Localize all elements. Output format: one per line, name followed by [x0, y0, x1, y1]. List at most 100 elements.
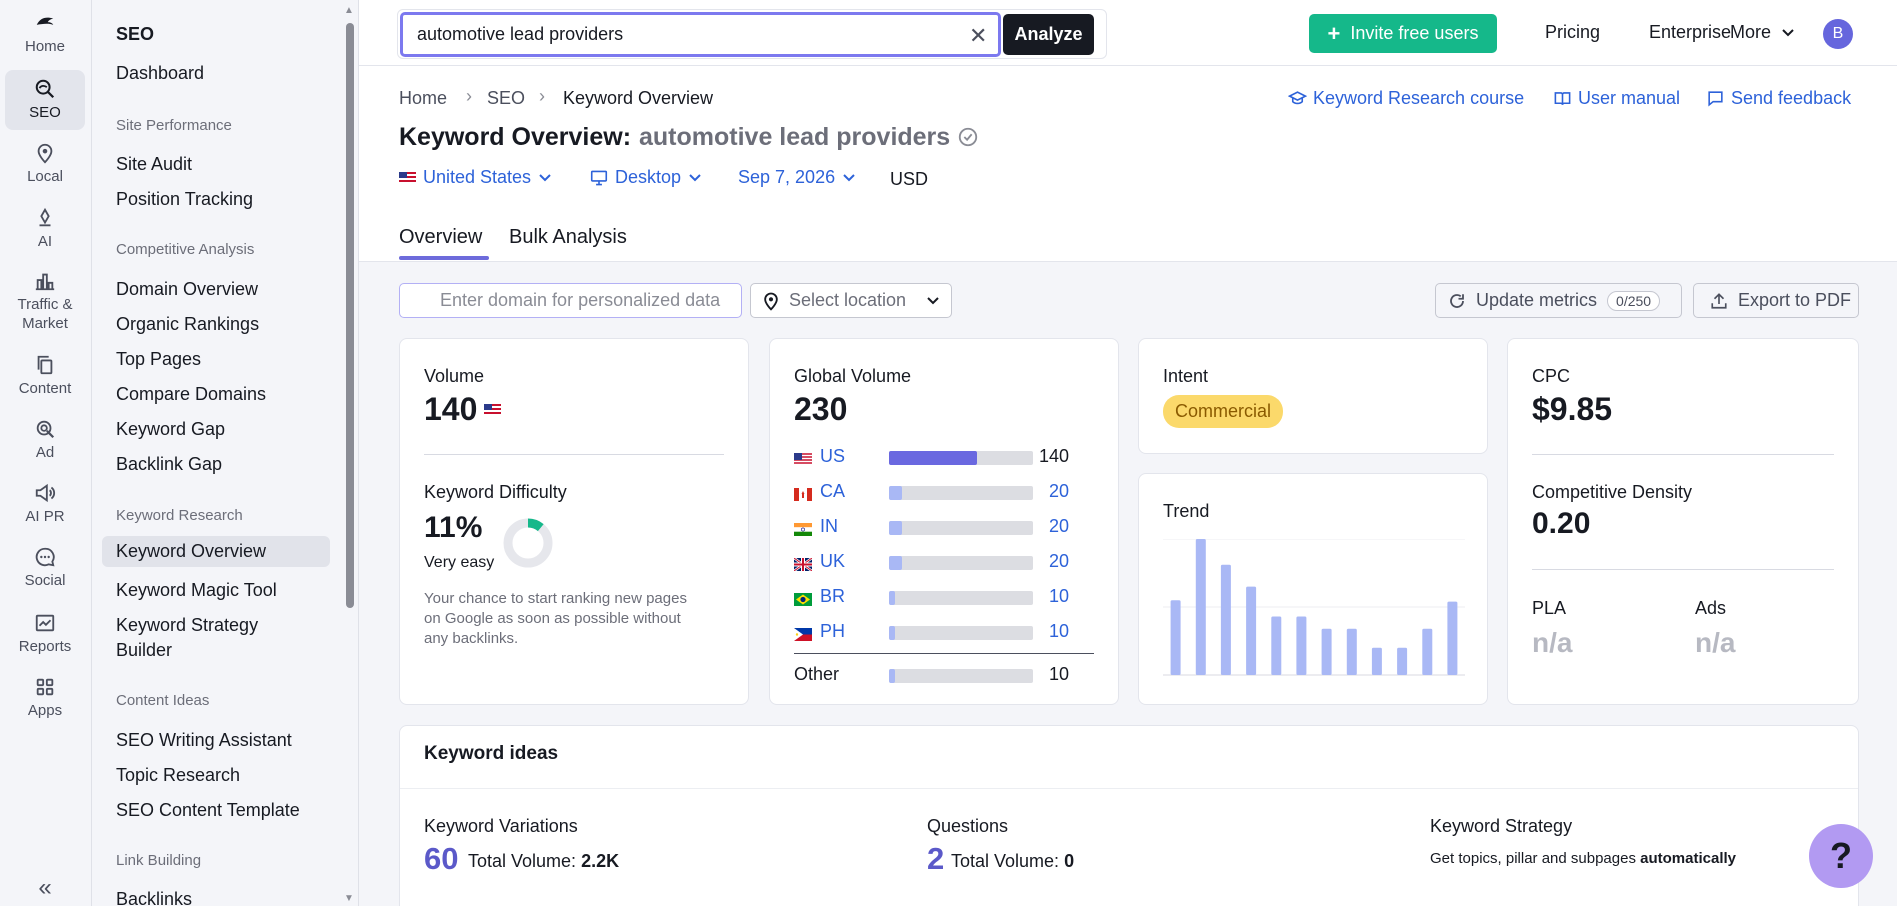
sidebar-item-topic-research[interactable]: Topic Research: [116, 765, 241, 785]
ads-value: n/a: [1695, 627, 1736, 658]
send-feedback-link[interactable]: Send feedback: [1706, 88, 1851, 109]
enterprise-link[interactable]: Enterprise: [1649, 22, 1732, 42]
keyword-ideas-title: Keyword ideas: [424, 743, 559, 764]
country-label: United States: [423, 167, 532, 187]
sidebar-item-keyword-strategy-builder[interactable]: Keyword Strategy Builder: [102, 610, 330, 666]
sidebar-item-site-audit[interactable]: Site Audit: [116, 154, 193, 174]
sidebar-item-organic-rankings[interactable]: Organic Rankings: [116, 314, 260, 334]
sidebar-scrollbar[interactable]: ▲ ▼: [343, 5, 357, 905]
country-bar-track: [889, 486, 1033, 500]
more-menu[interactable]: More: [1730, 22, 1795, 43]
avatar[interactable]: B: [1823, 19, 1853, 49]
scroll-down-icon[interactable]: ▼: [344, 893, 354, 904]
questions-total-label: Total Volume:: [951, 851, 1060, 871]
trend-bar[interactable]: [1371, 647, 1382, 675]
breadcrumb-home[interactable]: Home: [399, 88, 448, 108]
sidebar-item-keyword-gap[interactable]: Keyword Gap: [116, 419, 226, 439]
analyze-button[interactable]: Analyze: [1003, 14, 1094, 55]
country-row-ca[interactable]: CA 20: [794, 480, 1094, 504]
trend-bar[interactable]: [1271, 616, 1282, 676]
location-select[interactable]: Select location: [750, 283, 952, 318]
country-code[interactable]: US: [820, 446, 846, 466]
sidebar-item-seo-writing-assistant[interactable]: SEO Writing Assistant: [116, 730, 292, 750]
trend-bar[interactable]: [1397, 647, 1408, 675]
graduation-cap-icon: [1288, 91, 1307, 105]
location-pin-icon: [764, 292, 778, 311]
rail-item-ad[interactable]: Ad: [5, 418, 85, 468]
personalized-domain-input[interactable]: [399, 283, 742, 318]
rail-item-traffic-market[interactable]: Traffic & Market: [5, 270, 85, 336]
country-code[interactable]: UK: [820, 551, 846, 571]
check-circle-icon[interactable]: [957, 126, 979, 148]
desktop-icon: [590, 170, 608, 185]
sidebar-item-dashboard[interactable]: Dashboard: [116, 63, 205, 83]
course-label: Keyword Research course: [1313, 88, 1525, 108]
country-row-br[interactable]: BR 10: [794, 585, 1094, 609]
sidebar-item-keyword-magic-tool[interactable]: Keyword Magic Tool: [116, 580, 277, 600]
trend-bar[interactable]: [1195, 539, 1206, 675]
rail-item-ai[interactable]: AI: [5, 207, 85, 257]
collapse-sidebar-icon[interactable]: «: [38, 874, 52, 901]
keyword-research-course-link[interactable]: Keyword Research course: [1288, 88, 1524, 109]
rail-item-home[interactable]: Home: [5, 12, 85, 62]
country-code[interactable]: IN: [820, 516, 838, 536]
sidebar-item-backlink-gap[interactable]: Backlink Gap: [116, 454, 223, 474]
sidebar-item-top-pages[interactable]: Top Pages: [116, 349, 202, 369]
questions-count[interactable]: 2: [927, 841, 945, 876]
trend-bar[interactable]: [1170, 600, 1181, 675]
sidebar-item-keyword-overview[interactable]: Keyword Overview: [102, 536, 330, 567]
country-code[interactable]: BR: [820, 586, 846, 606]
help-button[interactable]: ?: [1809, 824, 1873, 888]
pricing-link[interactable]: Pricing: [1545, 22, 1601, 42]
chevron-down-icon: [927, 296, 939, 304]
sidebar-item-domain-overview[interactable]: Domain Overview: [116, 279, 259, 299]
sidebar-item-position-tracking[interactable]: Position Tracking: [116, 189, 254, 209]
country-bar-fill: [889, 486, 902, 500]
scroll-up-icon[interactable]: ▲: [344, 5, 354, 16]
divider: [794, 653, 1094, 654]
country-code[interactable]: CA: [820, 481, 846, 501]
questions-total-value: 0: [1064, 851, 1075, 871]
export-to-pdf-button[interactable]: Export to PDF: [1693, 283, 1859, 318]
tab-bulk-analysis[interactable]: Bulk Analysis: [509, 226, 627, 248]
date-filter[interactable]: Sep 7, 2026: [738, 167, 856, 188]
country-filter[interactable]: United States: [399, 167, 552, 188]
country-row-us[interactable]: US 140: [794, 445, 1094, 469]
trend-bar[interactable]: [1321, 628, 1332, 675]
global-volume-label: Global Volume: [794, 366, 912, 386]
keyword-strategy-line-1: Keyword Strategy: [116, 615, 259, 635]
rail-item-social[interactable]: Social: [5, 546, 85, 596]
scrollbar-thumb[interactable]: [346, 23, 354, 608]
trend-bar[interactable]: [1447, 601, 1458, 675]
device-filter[interactable]: Desktop: [590, 167, 702, 188]
rail-item-content[interactable]: Content: [5, 354, 85, 404]
country-row-uk[interactable]: UK 20: [793, 550, 1094, 574]
trend-bar[interactable]: [1220, 564, 1231, 675]
invite-free-users-button[interactable]: + Invite free users: [1309, 14, 1497, 53]
user-manual-link[interactable]: User manual: [1553, 88, 1680, 109]
keyword-search-input[interactable]: [400, 12, 1001, 57]
country-row-in[interactable]: IN 20: [794, 515, 1094, 539]
sidebar-item-seo-content-template[interactable]: SEO Content Template: [116, 800, 300, 820]
sidebar-item-backlinks[interactable]: Backlinks: [116, 889, 193, 906]
keyword-variations-count[interactable]: 60: [424, 841, 459, 876]
trend-bar[interactable]: [1422, 628, 1433, 675]
trend-bar[interactable]: [1296, 616, 1307, 676]
rail-item-reports[interactable]: Reports: [5, 612, 85, 662]
update-metrics-button[interactable]: Update metrics 0/250: [1435, 283, 1682, 318]
breadcrumb-seo[interactable]: SEO: [487, 88, 526, 108]
trend-bar[interactable]: [1346, 628, 1357, 675]
clear-search-icon[interactable]: ✕: [969, 23, 988, 48]
trend-bar[interactable]: [1246, 586, 1257, 675]
rail-item-local[interactable]: Local: [5, 142, 85, 192]
keyword-strategy-label: Keyword Strategy: [1430, 816, 1573, 836]
rail-item-seo[interactable]: SEO: [5, 70, 85, 130]
sidebar-item-compare-domains[interactable]: Compare Domains: [116, 384, 267, 404]
country-code[interactable]: PH: [820, 621, 846, 641]
rail-item-ai-pr[interactable]: AI PR: [5, 482, 85, 532]
rail-item-apps[interactable]: Apps: [5, 676, 85, 726]
variations-total-volume: Total Volume: 2.2K: [468, 851, 619, 872]
tab-overview[interactable]: Overview: [399, 226, 483, 248]
country-row-ph[interactable]: PH 10: [794, 620, 1094, 644]
date-label: Sep 7, 2026: [738, 167, 836, 187]
